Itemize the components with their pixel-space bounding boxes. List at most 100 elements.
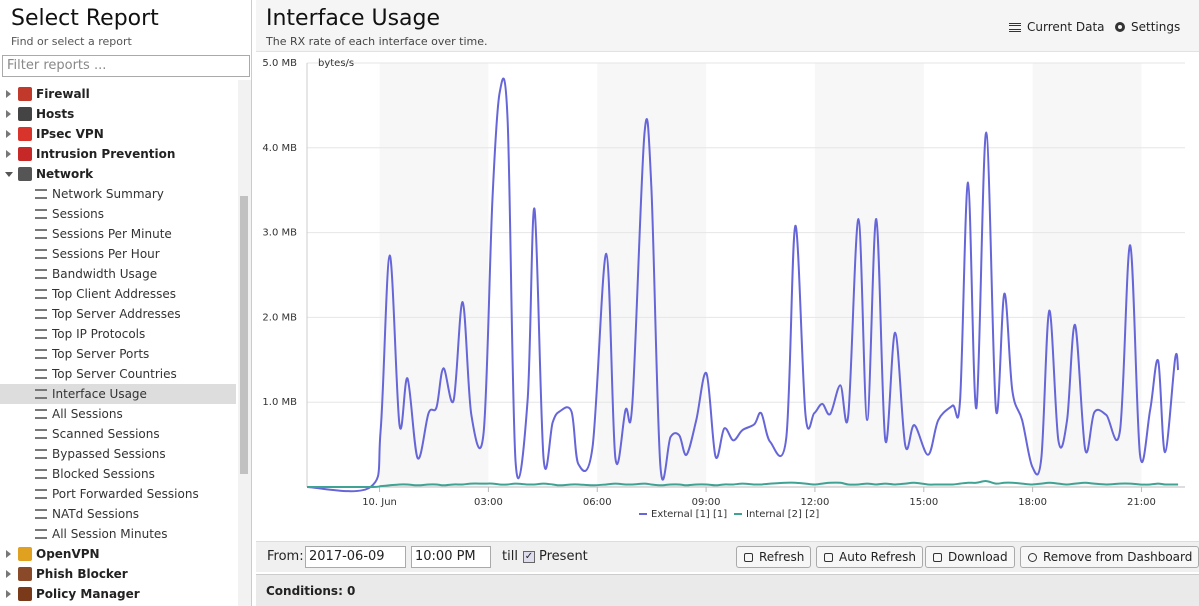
download-button[interactable]: Download	[925, 546, 1015, 568]
node-label: Firewall	[36, 87, 90, 101]
tree-node[interactable]: IPsec VPN	[0, 124, 236, 144]
plot-band	[597, 63, 707, 487]
time-input[interactable]: 10:00 PM	[411, 546, 491, 568]
tree-node[interactable]: OpenVPN	[0, 544, 236, 564]
remove-button[interactable]: Remove from Dashboard	[1020, 546, 1199, 568]
icon	[1115, 22, 1125, 32]
expander[interactable]	[6, 150, 11, 158]
chart: 1.0 MB 2.0 MB 3.0 MB 4.0 MB 5.0 MB 10. Jun 03:…	[262, 58, 1185, 520]
conditions-bar[interactable]: Conditions: 0	[256, 574, 1199, 606]
report-item[interactable]: Interface Usage	[0, 384, 236, 404]
report-icon	[35, 449, 47, 459]
y-tick-label: 4.0 MB	[262, 143, 297, 154]
report-label: Top Server Ports	[52, 347, 150, 361]
category-icon	[18, 87, 32, 101]
conditions-label: Conditions: 0	[266, 584, 356, 598]
date-input[interactable]: 2017-06-09	[305, 546, 406, 568]
report-icon	[35, 429, 47, 439]
report-item[interactable]: Top Client Addresses	[0, 284, 236, 304]
x-tick-label: 12:00	[801, 497, 830, 508]
report-item[interactable]: Top Server Countries	[0, 364, 236, 384]
scrollbar-thumb[interactable]	[240, 196, 248, 474]
report-icon	[35, 509, 47, 519]
report-label: Top IP Protocols	[52, 327, 146, 341]
report-item[interactable]: Network Summary	[0, 184, 236, 204]
plot-band	[379, 63, 489, 487]
category-icon	[18, 547, 32, 561]
sidebar-subtitle: Find or select a report	[11, 35, 132, 48]
refresh-button[interactable]: Refresh	[736, 546, 812, 568]
node-label: Network	[36, 167, 94, 181]
present-label: Present	[539, 549, 588, 564]
report-icon	[35, 289, 47, 299]
expander[interactable]	[6, 590, 11, 598]
icon	[1009, 23, 1021, 32]
report-item[interactable]: Bandwidth Usage	[0, 264, 236, 284]
tree-node[interactable]: Policy Manager	[0, 584, 236, 604]
report-item[interactable]: All Session Minutes	[0, 524, 236, 544]
expander[interactable]	[6, 550, 11, 558]
expander[interactable]	[6, 130, 11, 138]
report-item[interactable]: Sessions Per Hour	[0, 244, 236, 264]
report-label: Port Forwarded Sessions	[52, 487, 199, 501]
node-label: Policy Manager	[36, 587, 140, 601]
report-label: NATd Sessions	[52, 507, 140, 521]
present-checkbox[interactable]: ✓	[523, 551, 535, 563]
node-label: OpenVPN	[36, 547, 100, 561]
expander[interactable]	[6, 90, 11, 98]
report-item[interactable]: Blocked Sessions	[0, 464, 236, 484]
category-icon	[18, 167, 32, 181]
current-data-button[interactable]: Current Data	[1009, 20, 1105, 34]
time-value: 10:00 PM	[415, 549, 476, 564]
report-icon	[35, 229, 47, 239]
tree-node[interactable]: Phish Blocker	[0, 564, 236, 584]
report-item[interactable]: Top IP Protocols	[0, 324, 236, 344]
report-label: Sessions	[52, 207, 105, 221]
report-label: Top Client Addresses	[52, 287, 177, 301]
report-item[interactable]: All Sessions	[0, 404, 236, 424]
tree-node[interactable]: Hosts	[0, 104, 236, 124]
report-item[interactable]: Scanned Sessions	[0, 424, 236, 444]
expander[interactable]	[5, 172, 13, 177]
legend-label: Internal [2] [2]	[746, 509, 819, 520]
y-tick-label: 2.0 MB	[262, 312, 297, 323]
x-tick-label: 09:00	[692, 497, 721, 508]
tree-node[interactable]: Intrusion Prevention	[0, 144, 236, 164]
report-icon	[35, 329, 47, 339]
category-icon	[18, 107, 32, 121]
report-item[interactable]: Top Server Addresses	[0, 304, 236, 324]
report-icon	[35, 269, 47, 279]
tree-node[interactable]: Firewall	[0, 84, 236, 104]
report-header: Interface Usage The RX rate of each inte…	[256, 0, 1199, 52]
report-subtitle: The RX rate of each interface over time.	[266, 35, 488, 48]
category-icon	[18, 567, 32, 581]
report-label: Blocked Sessions	[52, 467, 155, 481]
y-tick-label: 5.0 MB	[262, 58, 297, 69]
report-icon	[35, 489, 47, 499]
toolbar: From: 2017-06-09 10:00 PM till ✓ Present…	[256, 541, 1199, 572]
report-item[interactable]: Sessions	[0, 204, 236, 224]
report-item[interactable]: Sessions Per Minute	[0, 224, 236, 244]
filter-input[interactable]: Filter reports ...	[2, 55, 250, 77]
report-label: Top Server Countries	[52, 367, 177, 381]
sidebar: Select Report Find or select a report Fi…	[0, 0, 252, 606]
report-label: Scanned Sessions	[52, 427, 160, 441]
from-label: From:	[267, 549, 304, 564]
report-item[interactable]: Port Forwarded Sessions	[0, 484, 236, 504]
tree-node[interactable]: Network	[0, 164, 236, 184]
sidebar-title: Select Report	[11, 6, 159, 31]
series-line	[306, 480, 1179, 489]
report-label: All Session Minutes	[52, 527, 168, 541]
report-item[interactable]: Top Server Ports	[0, 344, 236, 364]
report-icon	[35, 309, 47, 319]
button-label: Remove from Dashboard	[1043, 550, 1193, 564]
auto-refresh-button[interactable]: Auto Refresh	[816, 546, 923, 568]
legend-label: External [1] [1]	[651, 509, 727, 520]
expander[interactable]	[6, 570, 11, 578]
settings-button[interactable]: Settings	[1115, 20, 1180, 34]
report-label: Interface Usage	[52, 387, 147, 401]
report-item[interactable]: Bypassed Sessions	[0, 444, 236, 464]
expander[interactable]	[6, 110, 11, 118]
report-item[interactable]: NATd Sessions	[0, 504, 236, 524]
